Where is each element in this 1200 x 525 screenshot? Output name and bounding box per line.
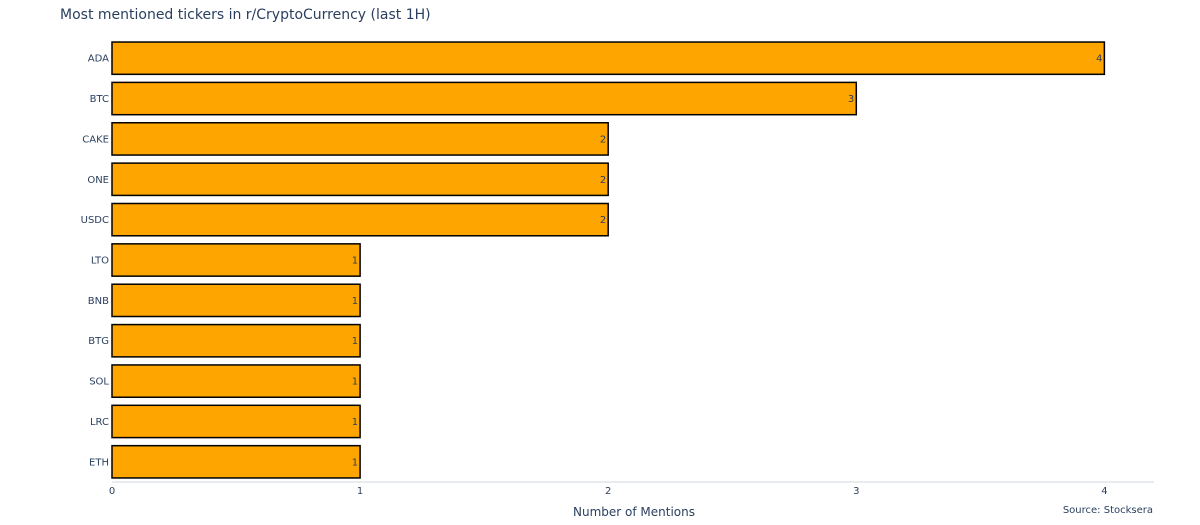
value-label-lrc: 1: [352, 417, 358, 428]
bar-eth: [111, 444, 361, 479]
category-label-usdc: USDC: [81, 215, 109, 226]
category-label-cake: CAKE: [82, 134, 109, 145]
bar-btc: [111, 81, 858, 116]
bar-usdc: [111, 202, 609, 237]
value-label-usdc: 2: [600, 215, 606, 226]
x-tick-label-3: 3: [853, 486, 859, 497]
category-label-eth: ETH: [89, 457, 109, 468]
value-label-cake: 2: [600, 134, 606, 145]
category-label-ada: ADA: [88, 54, 109, 65]
category-label-btg: BTG: [88, 336, 109, 347]
bar-lrc: [111, 404, 361, 439]
bars-group: [111, 41, 1106, 479]
x-axis-title: Number of Mentions: [573, 505, 695, 519]
bar-bnb: [111, 283, 361, 318]
value-label-sol: 1: [352, 377, 358, 388]
bar-one: [111, 162, 609, 197]
category-label-sol: SOL: [89, 377, 109, 388]
value-label-ada: 4: [1096, 54, 1102, 65]
value-label-lto: 1: [352, 256, 358, 267]
source-annotation: Source: Stocksera: [1063, 505, 1153, 516]
bar-btg: [111, 323, 361, 358]
value-label-one: 2: [600, 175, 606, 186]
bar-cake: [111, 122, 609, 156]
category-label-btc: BTC: [90, 94, 109, 105]
value-label-btg: 1: [352, 336, 358, 347]
category-label-lto: LTO: [91, 256, 109, 267]
bar-ada: [111, 41, 1106, 76]
category-label-bnb: BNB: [88, 296, 109, 307]
chart-title: Most mentioned tickers in r/CryptoCurren…: [60, 7, 431, 23]
x-tick-label-0: 0: [109, 486, 115, 497]
x-tick-label-1: 1: [357, 486, 363, 497]
value-label-eth: 1: [352, 457, 358, 468]
category-label-one: ONE: [87, 175, 109, 186]
value-label-bnb: 1: [352, 296, 358, 307]
bar-lto: [111, 243, 361, 277]
labels-group: ADA 4 BTC 3 CAKE 2 ONE 2 USDC 2 LTO 1 BNB 1 BTG 1 SOL 1 LR…: [81, 54, 1103, 469]
category-label-lrc: LRC: [90, 417, 109, 428]
x-tick-label-2: 2: [605, 486, 611, 497]
x-ticks-group: 0 1 2 3 4: [109, 486, 1108, 497]
value-label-btc: 3: [848, 94, 854, 105]
x-tick-label-4: 4: [1101, 486, 1107, 497]
bar-sol: [111, 364, 361, 398]
